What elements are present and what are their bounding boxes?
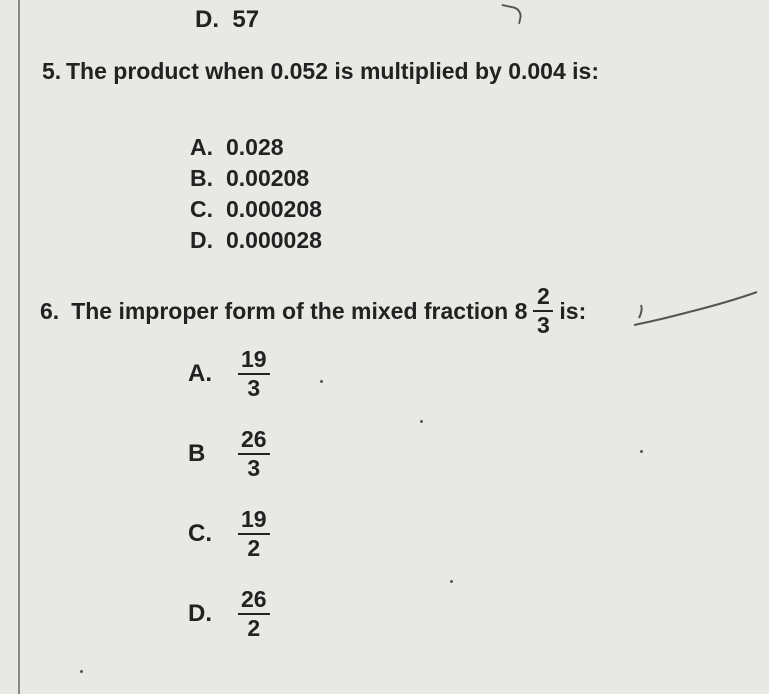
- previous-option-d: D. 57: [195, 6, 259, 34]
- handwriting-mark: [629, 290, 759, 330]
- fraction-numerator: 19: [238, 508, 270, 533]
- option-letter: C.: [188, 520, 232, 548]
- option-a: A. 0.028: [190, 132, 322, 163]
- question-fraction: 2 3: [533, 285, 553, 337]
- option-d: D. 0.000028: [190, 225, 322, 256]
- fraction-denominator: 2: [244, 535, 263, 560]
- option-c: C. 0.000208: [190, 194, 322, 225]
- option-letter: A.: [190, 132, 226, 163]
- option-value: 0.028: [226, 132, 284, 163]
- option-letter: B.: [190, 163, 226, 194]
- question-number: 6.: [40, 298, 59, 325]
- option-letter: D.: [195, 6, 219, 33]
- fraction-numerator: 26: [238, 588, 270, 613]
- option-value: 0.000028: [226, 225, 322, 256]
- option-fraction: 26 3: [238, 428, 270, 480]
- option-value: 0.000208: [226, 194, 322, 225]
- question-6-options: A. 19 3 B 26 3 C. 19 2 D.: [188, 348, 276, 668]
- question-text-before: The improper form of the mixed fraction …: [71, 298, 527, 325]
- option-a: A. 19 3: [188, 348, 276, 400]
- option-fraction: 26 2: [238, 588, 270, 640]
- question-text: The product when 0.052 is multiplied by …: [66, 58, 599, 84]
- fraction-numerator: 26: [238, 428, 270, 453]
- page-margin: D. 57 5. The product when 0.052 is multi…: [18, 0, 769, 694]
- fraction-denominator: 3: [534, 312, 553, 337]
- fraction-denominator: 3: [244, 375, 263, 400]
- option-letter: D.: [188, 600, 232, 628]
- speck: [450, 580, 453, 583]
- option-d: D. 26 2: [188, 588, 276, 640]
- speck: [320, 380, 323, 383]
- speck: [80, 670, 83, 673]
- question-6: 6. The improper form of the mixed fracti…: [40, 285, 586, 337]
- option-fraction: 19 3: [238, 348, 270, 400]
- speck: [420, 420, 423, 423]
- option-c: C. 19 2: [188, 508, 276, 560]
- fraction-numerator: 2: [534, 285, 553, 310]
- page-curl-mark: [499, 4, 524, 24]
- option-b: B 26 3: [188, 428, 276, 480]
- option-letter: C.: [190, 194, 226, 225]
- fraction-numerator: 19: [238, 348, 270, 373]
- option-letter: D.: [190, 225, 226, 256]
- option-b: B. 0.00208: [190, 163, 322, 194]
- option-value: 57: [232, 6, 259, 33]
- option-letter: A.: [188, 360, 232, 388]
- question-5: 5. The product when 0.052 is multiplied …: [40, 58, 599, 85]
- fraction-denominator: 2: [244, 615, 263, 640]
- question-number: 5.: [42, 58, 61, 85]
- option-value: 0.00208: [226, 163, 309, 194]
- fraction-denominator: 3: [244, 455, 263, 480]
- option-fraction: 19 2: [238, 508, 270, 560]
- question-text-after: is:: [559, 298, 586, 325]
- speck: [640, 450, 643, 453]
- question-5-options: A. 0.028 B. 0.00208 C. 0.000208 D. 0.000…: [190, 132, 322, 256]
- option-letter: B: [188, 440, 232, 468]
